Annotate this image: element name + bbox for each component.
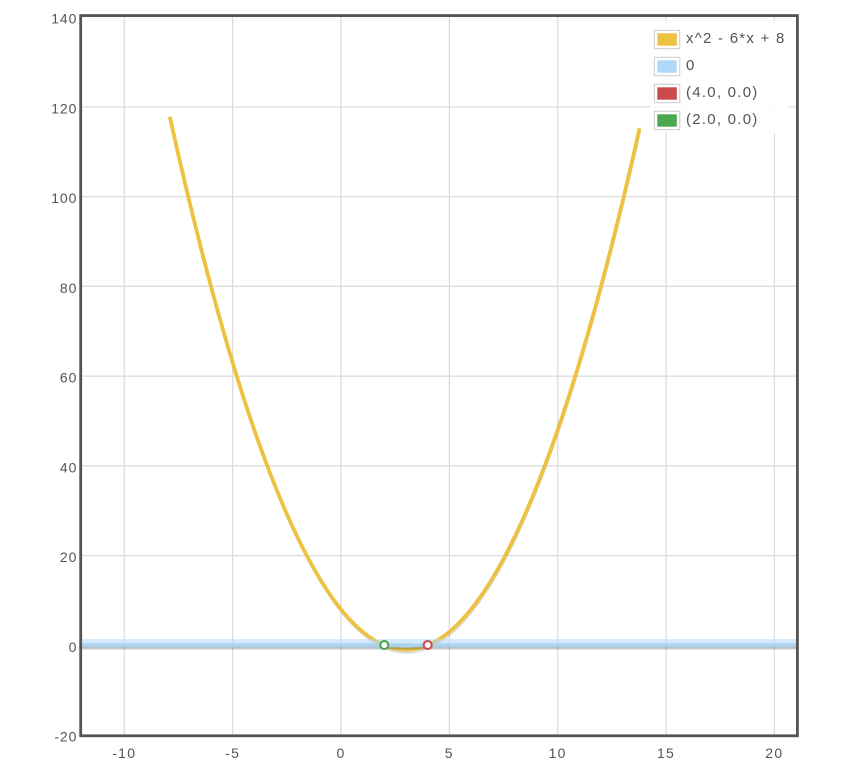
svg-text:0: 0	[69, 639, 78, 655]
svg-text:80: 80	[60, 280, 77, 296]
svg-text:(2.0, 0.0): (2.0, 0.0)	[686, 111, 759, 128]
svg-text:0: 0	[686, 57, 696, 74]
svg-text:100: 100	[51, 190, 77, 206]
svg-text:0: 0	[336, 745, 345, 761]
svg-text:x^2 - 6*x + 8: x^2 - 6*x + 8	[686, 30, 786, 47]
svg-text:120: 120	[51, 100, 77, 116]
svg-text:20: 20	[765, 745, 783, 761]
svg-text:20: 20	[60, 549, 77, 565]
svg-text:5: 5	[445, 745, 454, 761]
svg-text:40: 40	[60, 459, 77, 475]
svg-text:15: 15	[657, 745, 675, 761]
svg-text:-10: -10	[112, 745, 136, 761]
svg-text:(4.0, 0.0): (4.0, 0.0)	[686, 84, 759, 101]
svg-text:-20: -20	[54, 729, 77, 745]
svg-text:-5: -5	[225, 745, 240, 761]
svg-text:10: 10	[549, 745, 567, 761]
svg-text:60: 60	[60, 370, 77, 386]
svg-text:140: 140	[51, 11, 77, 27]
